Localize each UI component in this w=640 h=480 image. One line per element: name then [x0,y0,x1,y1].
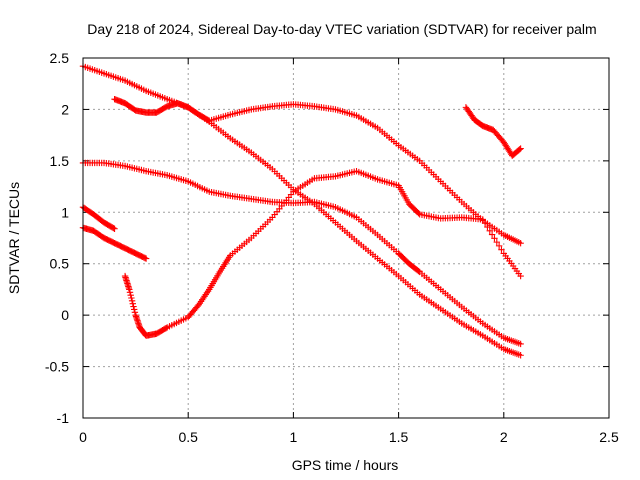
series-track-b [111,95,524,247]
data-point [126,289,134,296]
y-tick-label: 0.5 [50,256,70,272]
data-point [141,254,149,262]
data-point [488,231,496,238]
series-track-e [79,224,150,262]
data-point [130,303,137,310]
x-tick-label: 2 [500,429,508,445]
series-track-d [121,167,524,339]
y-tick-label: 1 [61,204,69,220]
data-points [79,63,524,359]
data-point [127,291,134,299]
data-point [126,286,133,293]
data-point [517,239,524,247]
data-point [517,145,524,152]
data-point [128,297,136,305]
x-tick-label: 0 [79,429,87,445]
data-point [484,223,491,231]
series-track-c [79,159,524,348]
data-point [517,352,524,359]
data-point [110,224,117,232]
data-point [493,238,500,246]
data-point [491,235,498,242]
y-tick-labels: -1 -0.5 0 0.5 1 1.5 2 2.5 [45,50,69,426]
data-point [130,306,138,313]
data-point [142,255,150,262]
y-tick-label: -0.5 [45,359,69,375]
y-axis-label: SDTVAR / TECUs [6,182,22,294]
data-point [131,309,139,316]
data-point [498,246,505,253]
data-point [481,220,489,227]
y-tick-label: 2.5 [50,50,70,66]
data-point [517,340,524,348]
x-axis-label: GPS time / hours [292,457,399,473]
x-tick-label: 0.5 [178,429,198,445]
data-point [415,267,422,275]
y-tick-label: -1 [57,410,70,426]
data-point [486,227,493,234]
x-tick-label: 1 [290,429,298,445]
chart-title: Day 218 of 2024, Sidereal Day-to-day VTE… [87,21,596,37]
data-point [516,146,523,153]
data-point [517,272,524,280]
data-point [479,216,486,223]
x-tick-labels: 0 0.5 1 1.5 2 2.5 [79,429,619,445]
series-track-g [462,104,524,159]
x-tick-label: 1.5 [389,429,409,445]
data-point [415,210,422,217]
x-tick-label: 2.5 [599,429,619,445]
data-point [129,300,136,307]
data-point [162,324,170,332]
data-point [495,242,503,250]
y-tick-label: 0 [61,307,69,323]
y-tick-label: 1.5 [50,153,70,169]
y-tick-label: 2 [61,101,69,117]
data-point [111,225,118,232]
data-point [128,294,135,302]
plot-frame [82,57,610,419]
